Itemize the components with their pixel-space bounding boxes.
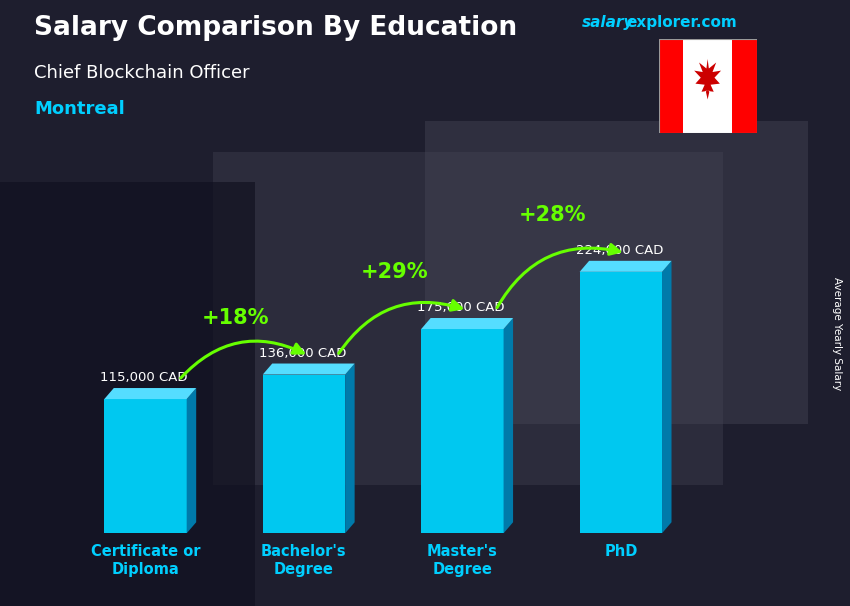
Polygon shape xyxy=(694,59,721,99)
Polygon shape xyxy=(503,318,513,533)
Text: +29%: +29% xyxy=(360,262,428,282)
Text: 115,000 CAD: 115,000 CAD xyxy=(100,371,188,384)
Polygon shape xyxy=(422,318,513,329)
Polygon shape xyxy=(345,364,354,533)
Bar xyxy=(580,272,662,533)
Text: Salary Comparison By Education: Salary Comparison By Education xyxy=(34,15,517,41)
Text: +18%: +18% xyxy=(202,308,269,328)
Text: salary: salary xyxy=(582,15,635,30)
Text: Montreal: Montreal xyxy=(34,100,125,118)
Bar xyxy=(0,182,255,606)
Bar xyxy=(105,399,187,533)
Polygon shape xyxy=(580,261,672,272)
Text: +28%: +28% xyxy=(519,205,586,225)
Text: Chief Blockchain Officer: Chief Blockchain Officer xyxy=(34,64,250,82)
Bar xyxy=(659,39,683,133)
Polygon shape xyxy=(105,388,196,399)
Text: 175,000 CAD: 175,000 CAD xyxy=(417,301,505,315)
FancyArrowPatch shape xyxy=(497,244,620,308)
Text: 224,000 CAD: 224,000 CAD xyxy=(575,244,663,257)
Bar xyxy=(425,121,808,424)
FancyArrowPatch shape xyxy=(339,301,462,353)
Text: explorer.com: explorer.com xyxy=(626,15,737,30)
Bar xyxy=(212,152,722,485)
Bar xyxy=(422,329,503,533)
Polygon shape xyxy=(187,388,196,533)
Polygon shape xyxy=(263,364,354,375)
Text: Average Yearly Salary: Average Yearly Salary xyxy=(832,277,842,390)
Text: 136,000 CAD: 136,000 CAD xyxy=(258,347,346,360)
Bar xyxy=(683,39,732,133)
FancyArrowPatch shape xyxy=(181,341,303,378)
Polygon shape xyxy=(662,261,672,533)
Bar xyxy=(263,375,345,533)
Bar xyxy=(732,39,756,133)
